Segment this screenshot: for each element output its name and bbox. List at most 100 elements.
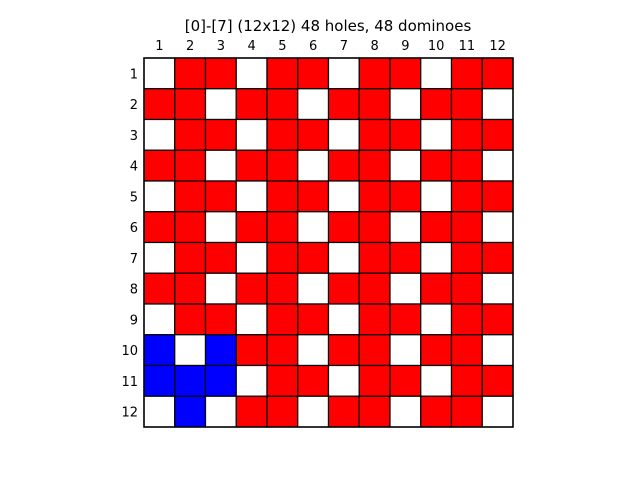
cell-empty-r10-c12 (481, 334, 514, 367)
row-label: 4 (130, 160, 138, 175)
cell-domino-r9-c9 (389, 303, 422, 336)
cell-empty-r10-c6 (297, 334, 330, 367)
cell-domino-r6-c11 (450, 211, 483, 244)
cell-domino-r4-c10 (420, 149, 453, 182)
cell-domino-r5-c11 (450, 180, 483, 213)
cell-empty-r12-c12 (481, 395, 514, 428)
cell-empty-r7-c1 (143, 241, 176, 274)
cell-empty-r9-c1 (143, 303, 176, 336)
cell-empty-r2-c6 (297, 88, 330, 121)
cell-domino-r4-c4 (235, 149, 268, 182)
cell-domino-r8-c1 (143, 272, 176, 305)
column-label: 5 (278, 39, 286, 54)
column-label: 8 (370, 39, 378, 54)
cell-empty-r11-c7 (327, 364, 360, 397)
cell-empty-r2-c9 (389, 88, 422, 121)
row-label: 5 (130, 190, 138, 205)
cell-empty-r5-c1 (143, 180, 176, 213)
cell-empty-r8-c3 (204, 272, 237, 305)
cell-domino-r8-c7 (327, 272, 360, 305)
cell-domino-r7-c6 (297, 241, 330, 274)
cell-empty-r1-c10 (420, 57, 453, 90)
cell-empty-r8-c9 (389, 272, 422, 305)
cell-domino-r5-c8 (358, 180, 391, 213)
cell-domino-r4-c1 (143, 149, 176, 182)
cell-domino-r7-c3 (204, 241, 237, 274)
cell-domino-r10-c7 (327, 334, 360, 367)
cell-blue-piece-r10-c1 (143, 334, 176, 367)
row-label: 12 (121, 406, 138, 421)
cell-empty-r10-c2 (174, 334, 207, 367)
cell-domino-r3-c6 (297, 118, 330, 151)
cell-empty-r2-c3 (204, 88, 237, 121)
cell-empty-r1-c4 (235, 57, 268, 90)
cell-empty-r3-c4 (235, 118, 268, 151)
row-label: 3 (130, 129, 138, 144)
cell-domino-r6-c5 (266, 211, 299, 244)
cell-domino-r8-c5 (266, 272, 299, 305)
column-label: 12 (489, 39, 506, 54)
cell-domino-r7-c2 (174, 241, 207, 274)
cell-empty-r7-c10 (420, 241, 453, 274)
cell-empty-r8-c6 (297, 272, 330, 305)
cell-domino-r11-c11 (450, 364, 483, 397)
cell-domino-r6-c7 (327, 211, 360, 244)
cell-empty-r7-c4 (235, 241, 268, 274)
cell-domino-r1-c6 (297, 57, 330, 90)
cell-empty-r5-c4 (235, 180, 268, 213)
cell-domino-r7-c8 (358, 241, 391, 274)
cell-domino-r11-c12 (481, 364, 514, 397)
cell-domino-r7-c12 (481, 241, 514, 274)
cell-domino-r4-c7 (327, 149, 360, 182)
cell-empty-r11-c10 (420, 364, 453, 397)
row-label: 1 (130, 67, 138, 82)
cell-empty-r1-c1 (143, 57, 176, 90)
cell-domino-r10-c5 (266, 334, 299, 367)
cell-domino-r2-c4 (235, 88, 268, 121)
cell-domino-r4-c5 (266, 149, 299, 182)
cell-domino-r3-c12 (481, 118, 514, 151)
cell-domino-r2-c1 (143, 88, 176, 121)
column-label: 1 (155, 39, 163, 54)
cell-empty-r10-c9 (389, 334, 422, 367)
cell-blue-piece-r11-c2 (174, 364, 207, 397)
cell-blue-piece-r12-c2 (174, 395, 207, 428)
cell-domino-r4-c8 (358, 149, 391, 182)
cell-domino-r8-c4 (235, 272, 268, 305)
cell-domino-r2-c11 (450, 88, 483, 121)
cell-empty-r1-c7 (327, 57, 360, 90)
cell-domino-r7-c5 (266, 241, 299, 274)
cell-domino-r8-c10 (420, 272, 453, 305)
row-label: 8 (130, 283, 138, 298)
cell-domino-r11-c8 (358, 364, 391, 397)
cell-empty-r3-c10 (420, 118, 453, 151)
row-label: 7 (130, 252, 138, 267)
cell-domino-r6-c1 (143, 211, 176, 244)
cell-empty-r9-c10 (420, 303, 453, 336)
cell-empty-r4-c9 (389, 149, 422, 182)
cell-domino-r5-c12 (481, 180, 514, 213)
cell-domino-r9-c2 (174, 303, 207, 336)
row-label: 9 (130, 313, 138, 328)
cell-domino-r12-c5 (266, 395, 299, 428)
row-label: 10 (121, 344, 138, 359)
column-label: 2 (186, 39, 194, 54)
cell-empty-r4-c12 (481, 149, 514, 182)
cell-domino-r3-c9 (389, 118, 422, 151)
cell-empty-r6-c9 (389, 211, 422, 244)
cell-domino-r10-c4 (235, 334, 268, 367)
cell-blue-piece-r11-c3 (204, 364, 237, 397)
board-border (143, 57, 514, 428)
cell-domino-r8-c2 (174, 272, 207, 305)
cell-domino-r12-c4 (235, 395, 268, 428)
column-label: 10 (428, 39, 445, 54)
cell-domino-r5-c5 (266, 180, 299, 213)
cell-domino-r7-c11 (450, 241, 483, 274)
cell-domino-r1-c11 (450, 57, 483, 90)
cell-domino-r10-c8 (358, 334, 391, 367)
cell-domino-r8-c11 (450, 272, 483, 305)
cell-domino-r9-c6 (297, 303, 330, 336)
cell-empty-r12-c1 (143, 395, 176, 428)
